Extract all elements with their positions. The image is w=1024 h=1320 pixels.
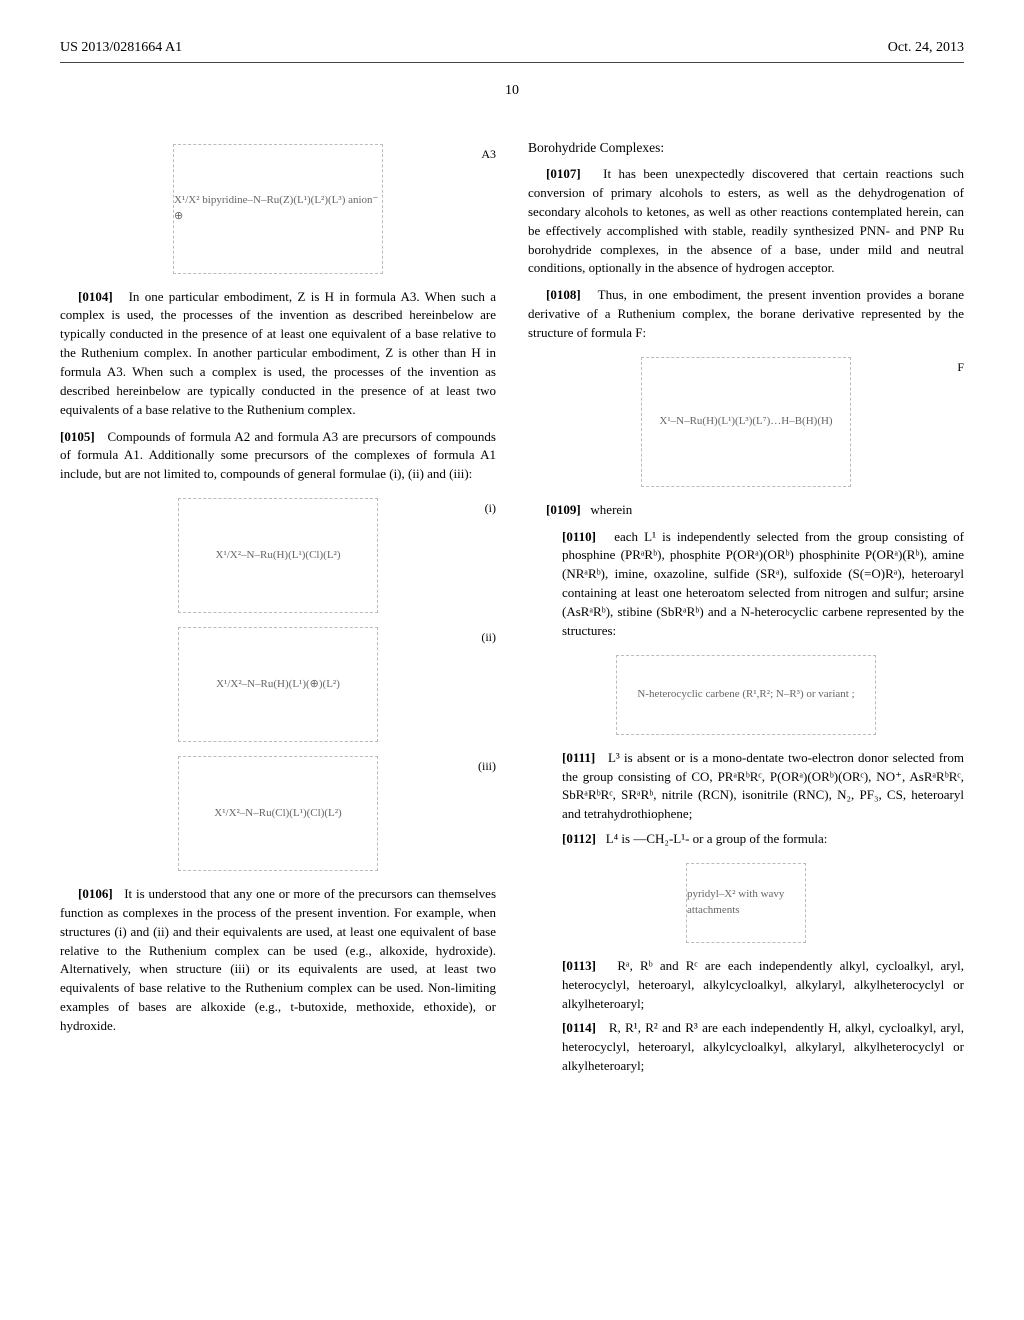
pub-date: Oct. 24, 2013	[888, 38, 964, 58]
right-column: Borohydride Complexes: [0107] It has bee…	[528, 130, 964, 1082]
section-title-borohydride: Borohydride Complexes:	[528, 138, 964, 158]
chem-structure-i: (i) X¹/X²–N–Ru(H)(L¹)(Cl)(L²)	[60, 498, 496, 613]
chem-label-ii: (ii)	[481, 629, 496, 646]
chem-diagram-l4: pyridyl–X² with wavy attachments	[686, 863, 806, 943]
para-num: [0107]	[546, 166, 581, 181]
para-text: R, R¹, R² and R³ are each independently …	[562, 1020, 964, 1073]
para-0107: [0107] It has been unexpectedly discover…	[528, 165, 964, 278]
para-text: Thus, in one embodiment, the present inv…	[528, 287, 964, 340]
para-num: [0110]	[562, 529, 596, 544]
chem-diagram-F: X¹–N–Ru(H)(L¹)(L³)(L⁷)…H–B(H)(H)	[641, 357, 851, 487]
patent-page: US 2013/0281664 A1 Oct. 24, 2013 10 A3 X…	[0, 0, 1024, 1122]
para-text: Compounds of formula A2 and formula A3 a…	[60, 429, 496, 482]
para-num: [0113]	[562, 958, 596, 973]
para-0111: [0111] L³ is absent or is a mono-dentate…	[528, 749, 964, 824]
chem-label-F: F	[957, 359, 964, 376]
page-header: US 2013/0281664 A1 Oct. 24, 2013	[60, 38, 964, 63]
para-0105: [0105] Compounds of formula A2 and formu…	[60, 428, 496, 485]
left-column: A3 X¹/X² bipyridine–N–Ru(Z)(L¹)(L²)(L³) …	[60, 130, 496, 1082]
chem-structure-l4: pyridyl–X² with wavy attachments	[528, 863, 964, 943]
chem-structure-F: F X¹–N–Ru(H)(L¹)(L³)(L⁷)…H–B(H)(H)	[528, 357, 964, 487]
para-text: each L¹ is independently selected from t…	[562, 529, 964, 638]
para-text: It is understood that any one or more of…	[60, 886, 496, 1033]
para-0112: [0112] L⁴ is —CH₂-L¹- or a group of the …	[528, 830, 964, 849]
para-num: [0111]	[562, 750, 595, 765]
para-text: In one particular embodiment, Z is H in …	[60, 289, 496, 417]
chem-label-i: (i)	[485, 500, 496, 517]
para-text: L⁴ is —CH₂-L¹- or a group of the formula…	[606, 831, 828, 846]
para-num: [0112]	[562, 831, 596, 846]
para-0109: [0109] wherein	[528, 501, 964, 520]
chem-structure-A3: A3 X¹/X² bipyridine–N–Ru(Z)(L¹)(L²)(L³) …	[60, 144, 496, 274]
para-text: wherein	[590, 502, 632, 517]
pub-number: US 2013/0281664 A1	[60, 38, 182, 58]
chem-diagram-ii: X¹/X²–N–Ru(H)(L¹)(⊕)(L²)	[178, 627, 378, 742]
para-num: [0109]	[546, 502, 581, 517]
chem-structure-ii: (ii) X¹/X²–N–Ru(H)(L¹)(⊕)(L²)	[60, 627, 496, 742]
para-num: [0114]	[562, 1020, 596, 1035]
para-text: It has been unexpectedly discovered that…	[528, 166, 964, 275]
chem-diagram-iii: X¹/X²–N–Ru(Cl)(L¹)(Cl)(L²)	[178, 756, 378, 871]
para-num: [0108]	[546, 287, 581, 302]
chem-structure-nhc: N-heterocyclic carbene (R¹,R²; N–R³) or …	[528, 655, 964, 735]
para-text: L³ is absent or is a mono-dentate two-el…	[562, 750, 964, 822]
para-0108: [0108] Thus, in one embodiment, the pres…	[528, 286, 964, 343]
para-0113: [0113] Rᵃ, Rᵇ and Rᶜ are each independen…	[528, 957, 964, 1014]
chem-label-iii: (iii)	[478, 758, 496, 775]
para-num: [0104]	[78, 289, 113, 304]
para-0106: [0106] It is understood that any one or …	[60, 885, 496, 1036]
chem-label-A3: A3	[481, 146, 496, 163]
two-column-layout: A3 X¹/X² bipyridine–N–Ru(Z)(L¹)(L²)(L³) …	[60, 130, 964, 1082]
chem-structure-iii: (iii) X¹/X²–N–Ru(Cl)(L¹)(Cl)(L²)	[60, 756, 496, 871]
para-num: [0105]	[60, 429, 95, 444]
chem-diagram-i: X¹/X²–N–Ru(H)(L¹)(Cl)(L²)	[178, 498, 378, 613]
chem-diagram-nhc: N-heterocyclic carbene (R¹,R²; N–R³) or …	[616, 655, 876, 735]
chem-diagram-A3: X¹/X² bipyridine–N–Ru(Z)(L¹)(L²)(L³) ani…	[173, 144, 383, 274]
para-0104: [0104] In one particular embodiment, Z i…	[60, 288, 496, 420]
para-num: [0106]	[78, 886, 113, 901]
page-number: 10	[60, 81, 964, 101]
para-0110: [0110] each L¹ is independently selected…	[528, 528, 964, 641]
para-0114: [0114] R, R¹, R² and R³ are each indepen…	[528, 1019, 964, 1076]
para-text: Rᵃ, Rᵇ and Rᶜ are each independently alk…	[562, 958, 964, 1011]
